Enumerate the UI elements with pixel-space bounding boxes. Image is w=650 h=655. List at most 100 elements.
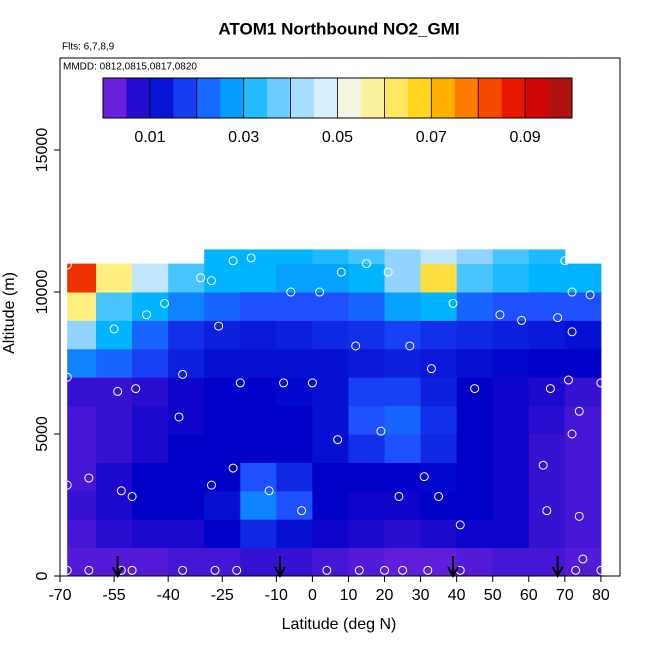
heat-cell — [420, 519, 458, 549]
colorbar-segment — [314, 78, 338, 118]
heat-cell — [204, 490, 241, 520]
heat-cell — [132, 490, 169, 520]
y-axis-label: Altitude (m) — [1, 272, 18, 354]
heat-cell — [67, 292, 97, 321]
heat-cell — [168, 292, 205, 321]
colorbar-segment — [290, 78, 315, 118]
x-tick-label: 60 — [520, 587, 538, 604]
heat-cell — [420, 434, 458, 463]
heat-cell — [96, 519, 133, 549]
heat-cell — [240, 320, 277, 350]
heat-cell — [528, 292, 566, 321]
observation-point — [571, 565, 581, 575]
observation-point — [178, 369, 188, 379]
observation-point — [264, 486, 274, 496]
colorbar-tick-label: 0.07 — [416, 129, 447, 146]
heat-cell — [384, 519, 422, 549]
colorbar-segment — [196, 78, 221, 118]
colorbar-segment — [454, 78, 479, 118]
heat-cell — [204, 348, 241, 378]
observation-point — [405, 341, 415, 351]
heat-cell — [276, 405, 313, 435]
observation-point — [567, 429, 577, 439]
x-tick-label: 20 — [376, 587, 394, 604]
observation-point — [113, 386, 123, 396]
heat-cell — [456, 490, 494, 520]
observation-point — [62, 480, 72, 490]
observation-point — [127, 565, 137, 575]
heat-cell — [96, 377, 133, 407]
heat-cell — [384, 462, 422, 492]
observation-point — [131, 384, 141, 394]
observation-point — [567, 327, 577, 337]
observation-point — [596, 378, 606, 388]
heat-cell — [384, 377, 422, 407]
heat-cell — [312, 348, 349, 378]
observation-point — [362, 259, 372, 269]
heat-cell — [420, 348, 458, 378]
heat-cell — [132, 519, 169, 549]
observation-point — [196, 273, 206, 283]
heat-cell — [564, 547, 602, 577]
plot-frame — [59, 57, 621, 577]
observation-point — [307, 378, 317, 388]
colorbar-tick-label: 0.05 — [322, 129, 353, 146]
observation-point — [434, 491, 444, 501]
heat-cell — [312, 292, 349, 321]
annotation: Flts: 6,7,8,9 — [62, 42, 115, 53]
observation-point — [206, 276, 216, 286]
observation-point — [394, 491, 404, 501]
heat-cell — [276, 249, 313, 265]
heat-cell — [420, 405, 458, 435]
observation-point — [383, 267, 393, 277]
observation-point — [574, 511, 584, 521]
heat-cell — [96, 348, 133, 378]
colorbar-segment — [548, 78, 573, 118]
heat-cell — [240, 490, 277, 520]
x-tick-label: 50 — [484, 587, 502, 604]
observation-point — [62, 372, 72, 382]
heat-cell — [240, 405, 277, 435]
heat-cell — [168, 462, 205, 492]
heat-cell — [492, 263, 530, 293]
heat-cell — [204, 434, 241, 463]
heat-cell — [492, 434, 530, 463]
observation-point — [174, 412, 184, 422]
observation-point — [246, 253, 256, 263]
observation-point — [228, 463, 238, 473]
observation-point — [142, 310, 152, 320]
heat-cell — [276, 292, 313, 321]
colorbar-segment — [267, 78, 291, 118]
colorbar-frame — [102, 77, 573, 119]
heat-cell — [276, 377, 313, 407]
heat-cell — [132, 462, 169, 492]
observation-point — [455, 520, 465, 530]
heat-cell — [168, 405, 205, 435]
observation-point — [567, 287, 577, 297]
colorbar-segment — [360, 78, 385, 118]
heat-cell — [528, 405, 566, 435]
heat-cell — [384, 348, 422, 378]
heat-cell — [348, 249, 386, 265]
heat-cell — [492, 320, 530, 350]
heat-cell — [67, 519, 97, 549]
x-tick-label: -55 — [103, 587, 126, 604]
heat-cell — [384, 292, 422, 321]
observation-point — [333, 435, 343, 445]
heat-cell — [168, 320, 205, 350]
heat-cell — [492, 249, 530, 265]
observation-point — [517, 315, 527, 325]
heat-cell — [96, 462, 133, 492]
observation-point — [578, 554, 588, 564]
observation-point — [495, 310, 505, 320]
heat-cell — [420, 320, 458, 350]
heat-cell — [312, 434, 349, 463]
heat-cell — [312, 462, 349, 492]
observation-point — [538, 460, 548, 470]
observation-point — [448, 298, 458, 308]
heat-cell — [564, 348, 602, 378]
observation-point — [228, 256, 238, 266]
heat-cell — [204, 377, 241, 407]
heat-cell — [168, 519, 205, 549]
